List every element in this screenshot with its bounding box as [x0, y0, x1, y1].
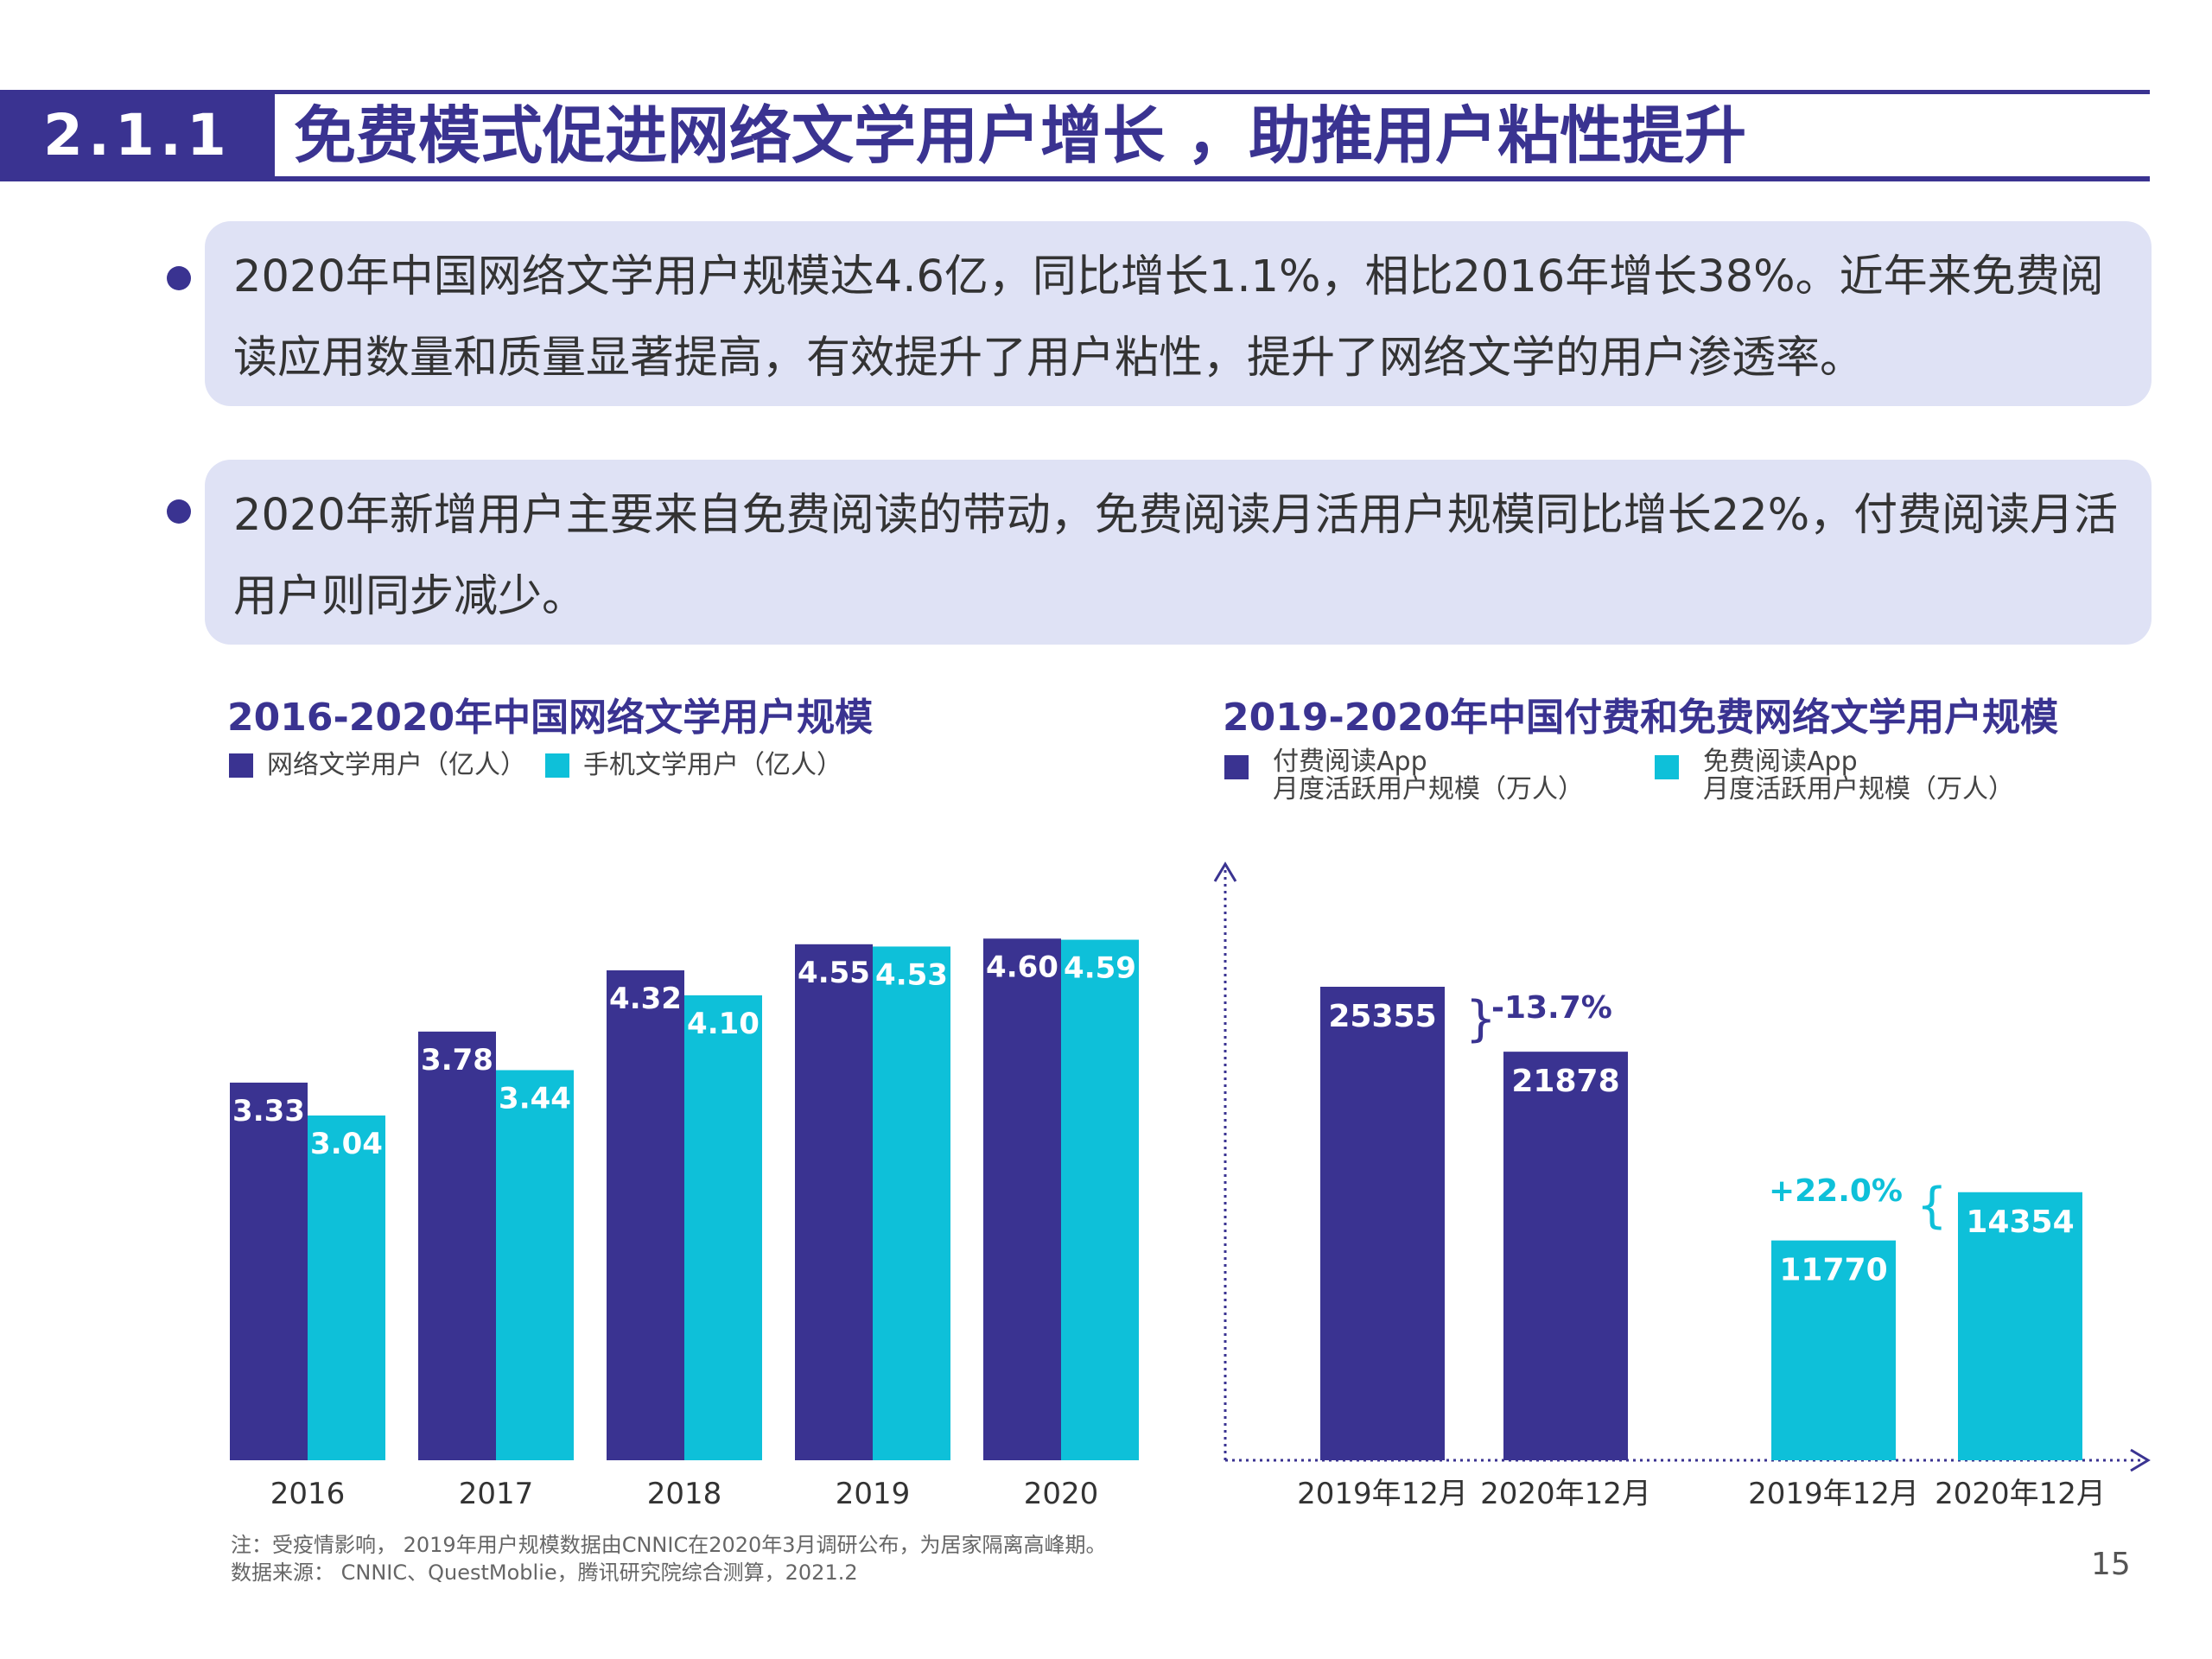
x-axis-arrow — [2130, 1448, 2151, 1472]
change-label-paid: -13.7% — [1491, 990, 1612, 1026]
bar-2016-s1 — [308, 1116, 385, 1460]
section-number-bar — [0, 90, 275, 181]
legend-label-online-users: 网络文学用户（亿人） — [267, 750, 526, 780]
chart-1-title: 2016-2020年中国网络文学用户规模 — [227, 696, 874, 740]
bullet-box-1 — [205, 221, 2152, 406]
bar-value-label: 4.53 — [875, 957, 948, 992]
bar-2019-s0 — [795, 944, 873, 1460]
bullet-dot-1 — [167, 266, 191, 290]
bar-value-label: 4.55 — [798, 956, 870, 990]
y-axis-arrow — [1213, 861, 1237, 882]
bar-value-label: 3.33 — [232, 1094, 305, 1128]
bar-2017-s1 — [496, 1070, 574, 1460]
x-tick-label: 2019 — [836, 1477, 911, 1511]
title-rule-top — [275, 90, 2150, 94]
change-label-free: +22.0% — [1769, 1173, 1903, 1209]
page-title: 免费模式促进网络文学用户增长 ，助推用户粘性提升 — [294, 99, 1747, 172]
x-tick-label: 2019年12月 — [1297, 1477, 1468, 1511]
bar-value-label: 4.32 — [609, 982, 682, 1016]
bullet-box-2 — [205, 460, 2152, 645]
bar-value-label: 11770 — [1779, 1253, 1887, 1288]
brace-icon: } — [1465, 991, 1497, 1047]
footnote: 注：受疫情影响， 2019年用户规模数据由CNNIC在2020年3月调研公布，为… — [231, 1531, 1107, 1586]
title-rule-bottom — [275, 176, 2150, 181]
x-tick-label: 2020年12月 — [1480, 1477, 1651, 1511]
bar-value-label: 21878 — [1511, 1064, 1619, 1099]
legend-label-mobile-users: 手机文学用户（亿人） — [583, 750, 842, 780]
bar-2019-s1 — [873, 946, 950, 1460]
footnote-source: 数据来源： CNNIC、QuestMoblie，腾讯研究院综合测算，2021.2 — [231, 1560, 858, 1585]
x-tick-label: 2020年12月 — [1935, 1477, 2106, 1511]
bar-value-label: 4.59 — [1064, 951, 1136, 986]
legend-swatch-online-users — [229, 753, 253, 778]
x-tick-label: 2016 — [270, 1477, 346, 1511]
bar-2018-s0 — [607, 970, 684, 1460]
chart-1-legend: 网络文学用户（亿人） 手机文学用户（亿人） — [227, 750, 918, 785]
bullet-text-1: 2020年中国网络文学用户规模达4.6亿，同比增长1.1%，相比2016年增长3… — [233, 251, 2104, 384]
bar-paid-0 — [1320, 987, 1445, 1460]
bar-2018-s1 — [684, 995, 762, 1460]
chart-2-paid-vs-free: 25355 2019年12月 21878 2020年12月}-13.7% 11770 20… — [1213, 861, 2151, 1511]
bullet-dot-2 — [167, 499, 191, 524]
x-tick-label: 2018 — [647, 1477, 722, 1511]
chart-2-title: 2019-2020年中国付费和免费网络文学用户规模 — [1223, 696, 2059, 740]
bar-2016-s0 — [230, 1082, 308, 1460]
brace-icon: { — [1916, 1178, 1948, 1234]
chart-2-legend: 付费阅读App 月度活跃用户规模（万人） 免费阅读App 月度活跃用户规模（万人… — [1223, 747, 2087, 812]
legend-label-paid-app-line2: 月度活跃用户规模（万人） — [1273, 774, 1584, 804]
bar-2020-s0 — [983, 938, 1061, 1460]
legend-label-free-app-line2: 月度活跃用户规模（万人） — [1703, 774, 2014, 804]
bar-2020-s1 — [1061, 939, 1139, 1460]
page-number: 15 — [2091, 1547, 2131, 1582]
bar-value-label: 3.44 — [499, 1082, 571, 1116]
chart-1-user-scale: 3.333.04 2016 3.783.44 2017 4.324.10 2018 4.55… — [230, 938, 1139, 1511]
section-number: 2.1.1 — [43, 102, 232, 168]
legend-swatch-paid-app — [1224, 755, 1249, 779]
bar-2017-s0 — [418, 1031, 496, 1460]
bar-value-label: 3.04 — [310, 1127, 383, 1161]
bar-value-label: 4.60 — [986, 950, 1058, 984]
bar-free-0 — [1771, 1240, 1896, 1460]
bar-value-label: 3.78 — [421, 1043, 493, 1077]
bar-value-label: 25355 — [1328, 999, 1436, 1034]
legend-label-paid-app-line1: 付费阅读App — [1273, 747, 1427, 777]
footnote-note: 注：受疫情影响， 2019年用户规模数据由CNNIC在2020年3月调研公布，为… — [231, 1533, 1107, 1557]
x-tick-label: 2019年12月 — [1748, 1477, 1919, 1511]
legend-swatch-free-app — [1655, 755, 1679, 779]
x-tick-label: 2020 — [1024, 1477, 1099, 1511]
legend-label-free-app-line1: 免费阅读App — [1703, 747, 1858, 777]
bar-value-label: 14354 — [1966, 1205, 2074, 1240]
bar-paid-1 — [1503, 1052, 1628, 1460]
legend-swatch-mobile-users — [545, 753, 569, 778]
bar-value-label: 4.10 — [687, 1007, 760, 1041]
bar-free-1 — [1958, 1192, 2082, 1460]
x-tick-label: 2017 — [459, 1477, 534, 1511]
bullet-text-2: 2020年新增用户主要来自免费阅读的带动，免费阅读月活用户规模同比增长22%，付… — [233, 490, 2119, 622]
